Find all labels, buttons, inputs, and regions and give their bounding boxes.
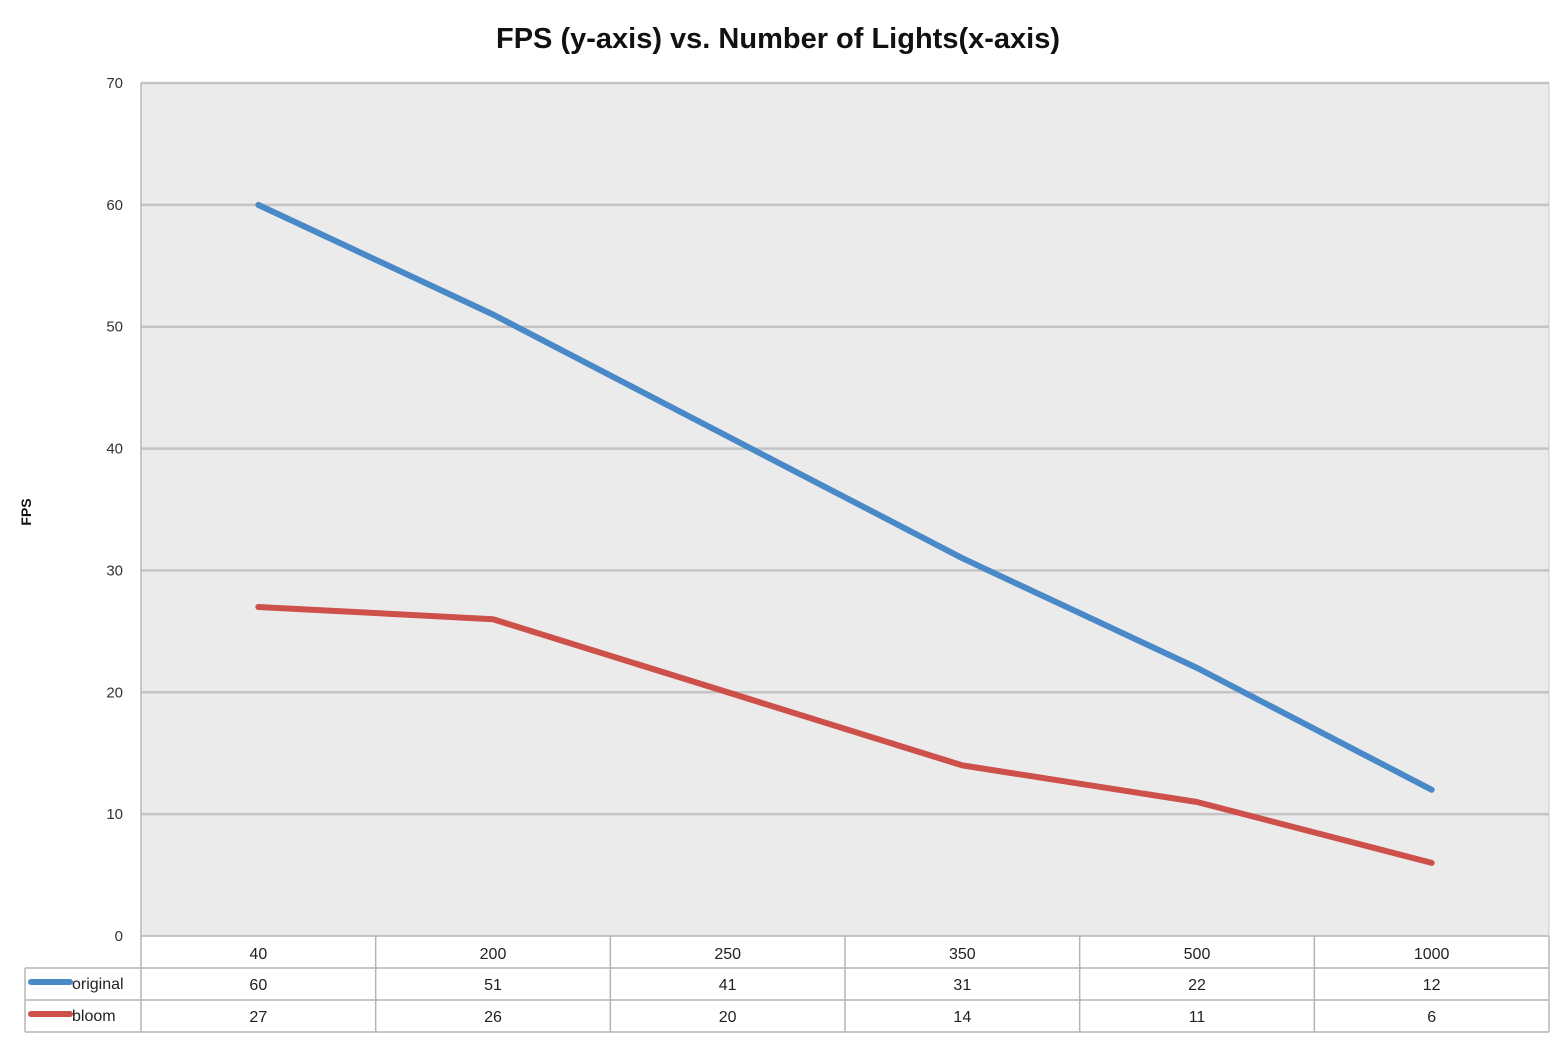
x-tick-label: 200 [480,946,507,963]
x-tick-label: 350 [949,946,976,963]
data-label-bloom: 14 [953,1009,971,1026]
plot-area: 0 10 20 30 40 50 60 70 [106,75,1550,945]
x-tick-label: 1000 [1414,946,1450,963]
series-line-bloom [255,604,1435,866]
data-label-original: 31 [953,977,971,994]
y-axis-label: FPS [18,498,34,525]
y-tick-label-10: 10 [106,806,123,823]
legend-label-original: original [72,976,124,993]
y-tick-label-0: 0 [115,928,123,945]
y-tick-label-60: 60 [106,197,123,214]
chart-title: FPS (y-axis) vs. Number of Lights(x-axis… [496,23,1060,55]
data-label-original: 22 [1188,977,1206,994]
legend-label-bloom: bloom [72,1008,116,1025]
y-tick-label-30: 30 [106,562,123,579]
x-tick-label: 250 [714,946,741,963]
data-label-bloom: 6 [1427,1009,1436,1026]
plot-background [140,82,1550,937]
data-label-original: 60 [249,977,267,994]
data-label-original: 51 [484,977,502,994]
y-tick-label-20: 20 [106,684,123,701]
y-tick-label-40: 40 [106,441,123,458]
data-label-bloom: 27 [249,1009,267,1026]
data-label-bloom: 20 [719,1009,737,1026]
data-label-original: 12 [1423,977,1441,994]
series-line-original [255,201,1435,793]
x-tick-label: 500 [1184,946,1211,963]
data-table: 40 200 250 350 500 1000 original 60 51 41 31 22 12 bl… [24,935,1550,1033]
data-label-bloom: 11 [1189,1009,1206,1026]
y-tick-label-70: 70 [106,75,123,92]
x-tick-label: 40 [249,946,267,963]
data-label-original: 41 [719,977,737,994]
y-tick-label-50: 50 [106,319,123,336]
data-label-bloom: 26 [484,1009,502,1026]
